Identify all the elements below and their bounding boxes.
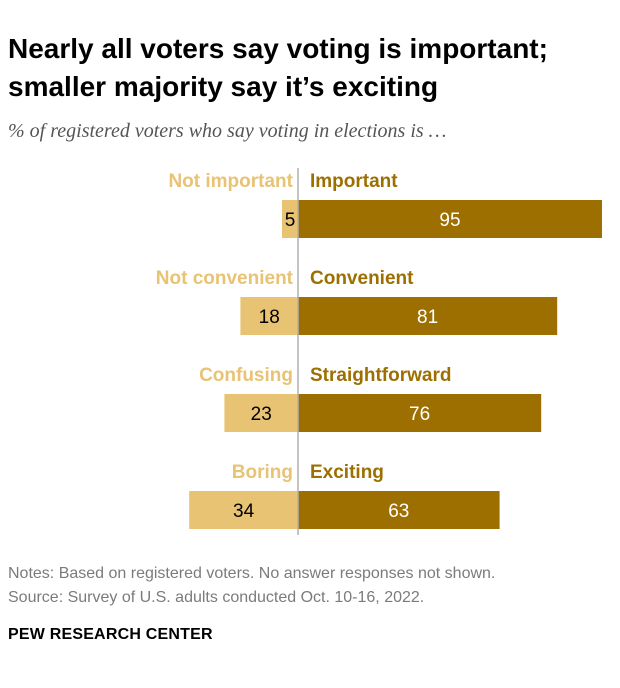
- negative-category-label: Not important: [168, 171, 293, 192]
- notes-line: Notes: Based on registered voters. No an…: [8, 565, 496, 582]
- positive-value-label: 95: [439, 210, 460, 231]
- positive-bar: [298, 491, 500, 529]
- positive-bar: [298, 200, 602, 238]
- negative-bar: [282, 200, 298, 238]
- negative-value-label: 18: [259, 307, 280, 328]
- negative-value-label: 5: [285, 210, 296, 231]
- chart-title: Nearly all voters say voting is importan…: [8, 33, 548, 102]
- positive-value-label: 76: [409, 404, 430, 425]
- positive-category-label: Important: [310, 171, 398, 192]
- pew-research-center-logo: PEW RESEARCH CENTER: [8, 626, 213, 643]
- positive-bar: [298, 394, 542, 432]
- positive-category-label: Straightforward: [310, 365, 451, 386]
- negative-value-label: 34: [233, 501, 255, 522]
- source-line: Source: Survey of U.S. adults conducted …: [8, 589, 425, 606]
- positive-value-label: 81: [417, 307, 438, 328]
- diverging-bar-chart: Not important Important 5 95 Not convenient C…: [156, 168, 602, 535]
- negative-bar: [224, 394, 298, 432]
- negative-bar: [240, 297, 298, 335]
- negative-category-label: Not convenient: [156, 268, 294, 289]
- negative-category-label: Confusing: [199, 365, 293, 386]
- positive-category-label: Convenient: [310, 268, 414, 289]
- positive-category-label: Exciting: [310, 462, 384, 483]
- chart-subtitle: % of registered voters who say voting in…: [8, 120, 447, 142]
- negative-category-label: Boring: [232, 462, 293, 483]
- negative-value-label: 23: [251, 404, 272, 425]
- positive-value-label: 63: [388, 501, 409, 522]
- chart-notes: Notes: Based on registered voters. No an…: [8, 562, 495, 610]
- negative-bar: [189, 491, 298, 529]
- positive-bar: [298, 297, 558, 335]
